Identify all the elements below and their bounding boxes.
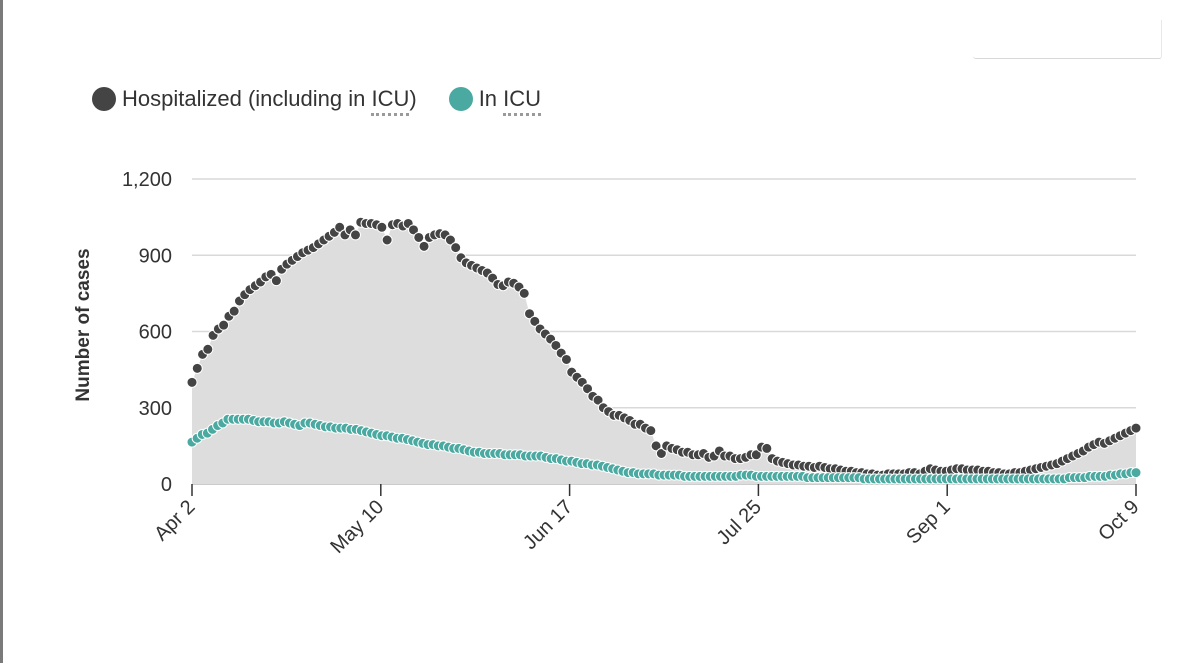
hospitalized-point[interactable] <box>418 240 430 252</box>
x-tick-label: Jun 17 <box>519 496 577 554</box>
y-tick-label: 1,200 <box>122 169 172 191</box>
x-tick-label: Apr 2 <box>150 496 199 545</box>
legend-hosp-suffix: ) <box>409 86 417 111</box>
hospitalized-point[interactable] <box>228 305 240 317</box>
legend: Hospitalized (including in ICU) In ICU <box>92 86 573 116</box>
y-axis-ticks: 0 300 600 900 1,200 <box>122 169 172 496</box>
legend-item-hospitalized[interactable]: Hospitalized (including in ICU) <box>92 86 417 116</box>
legend-label-hospitalized: Hospitalized (including in ICU) <box>122 86 417 116</box>
hospitalized-point[interactable] <box>750 449 762 461</box>
hospitalized-point[interactable] <box>592 394 604 406</box>
x-tick-label: Jul 25 <box>713 496 766 549</box>
hospitalized-area <box>192 222 1136 484</box>
x-tick-label: Sep 1 <box>902 496 955 549</box>
legend-dot-icu <box>448 87 473 111</box>
x-tick-label: Oct 9 <box>1094 496 1143 545</box>
hospitalized-point[interactable] <box>191 362 203 374</box>
hospitalized-point[interactable] <box>582 383 594 395</box>
hospitalized-point[interactable] <box>376 221 388 233</box>
icu-point[interactable] <box>1130 467 1142 479</box>
y-axis-title: Number of cases <box>73 248 94 401</box>
y-tick-label: 0 <box>161 474 172 496</box>
hospitalized-point[interactable] <box>761 442 773 454</box>
hospitalized-point[interactable] <box>645 425 657 437</box>
x-axis-ticks: Apr 2 May 10 Jun 17 Jul 25 Sep 1 Oct 9 <box>150 484 1144 558</box>
hospitalized-point[interactable] <box>444 234 456 246</box>
hospitalized-point[interactable] <box>218 319 230 331</box>
legend-hosp-abbr: ICU <box>371 86 410 116</box>
legend-item-icu[interactable]: In ICU <box>448 86 542 116</box>
y-tick-label: 600 <box>139 322 172 344</box>
legend-label-icu: In ICU <box>478 86 542 116</box>
y-tick-label: 900 <box>139 245 172 267</box>
hospitalized-point[interactable] <box>270 275 282 287</box>
hospitalized-point[interactable] <box>202 343 214 355</box>
hospitalized-point[interactable] <box>186 376 198 388</box>
hospitalized-point[interactable] <box>334 221 346 233</box>
x-tick-label: May 10 <box>326 496 388 558</box>
hospitalized-point[interactable] <box>450 242 462 254</box>
top-right-control[interactable] <box>973 20 1162 59</box>
hospitalized-point[interactable] <box>413 231 425 243</box>
icu-series <box>186 413 1142 485</box>
legend-icu-prefix: In <box>478 86 504 111</box>
hospitalized-point[interactable] <box>381 234 393 246</box>
window-left-border <box>0 0 3 663</box>
legend-icu-abbr: ICU <box>503 86 542 116</box>
hospitalized-point[interactable] <box>524 308 536 320</box>
hospitalized-point[interactable] <box>518 287 530 299</box>
hospitalized-point[interactable] <box>655 448 667 459</box>
hospitalized-point[interactable] <box>1130 422 1142 434</box>
hospitalized-point[interactable] <box>550 339 562 351</box>
legend-dot-hospitalized <box>92 87 116 111</box>
hospitalized-point[interactable] <box>407 224 419 236</box>
hospitalized-point[interactable] <box>560 353 572 365</box>
hospitalized-point[interactable] <box>529 315 541 327</box>
hospitalized-point[interactable] <box>349 229 361 241</box>
hospitalized-point[interactable] <box>650 440 662 452</box>
legend-hosp-prefix: Hospitalized (including in <box>122 86 372 111</box>
y-tick-label: 300 <box>139 398 172 420</box>
